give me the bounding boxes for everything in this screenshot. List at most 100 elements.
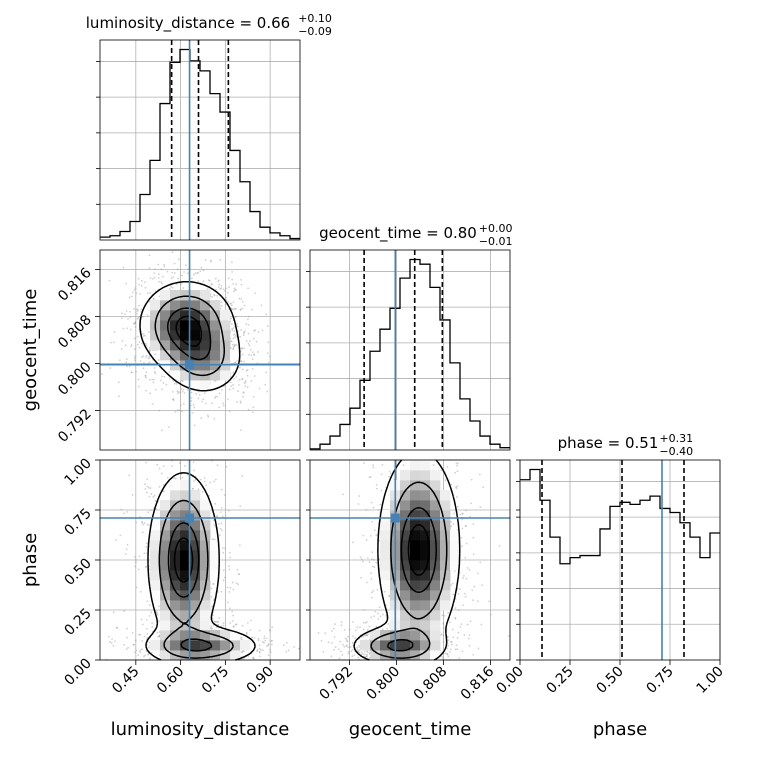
density-cell xyxy=(180,340,191,351)
scatter-point xyxy=(481,584,484,587)
scatter-point xyxy=(359,626,361,629)
scatter-point xyxy=(165,383,168,386)
scatter-point xyxy=(136,308,139,311)
scatter-point xyxy=(146,314,149,316)
scatter-point xyxy=(258,387,261,390)
scatter-point xyxy=(234,623,237,626)
scatter-point xyxy=(365,634,367,636)
scatter-point xyxy=(389,472,392,475)
panel-title-phase: phase = 0.51 +0.31−0.40 xyxy=(558,432,694,458)
scatter-point xyxy=(156,463,159,466)
scatter-point xyxy=(194,478,197,481)
density-cell xyxy=(410,460,421,471)
scatter-point xyxy=(133,337,136,340)
density-cell xyxy=(420,510,431,521)
contour-line xyxy=(167,522,213,652)
density-cell xyxy=(220,330,231,341)
density-cell xyxy=(170,510,181,521)
x-tick-label: 0.816 xyxy=(458,663,498,703)
scatter-point xyxy=(163,265,166,268)
scatter-point xyxy=(339,650,342,653)
density-cell xyxy=(180,330,191,341)
scatter-point xyxy=(455,464,458,467)
scatter-point xyxy=(176,409,179,412)
scatter-point xyxy=(158,467,161,470)
density-cell xyxy=(230,640,241,651)
scatter-point xyxy=(144,334,146,337)
scatter-point xyxy=(169,288,171,290)
x-axis-label-phase: phase xyxy=(593,719,647,740)
scatter-point xyxy=(240,360,243,362)
scatter-point xyxy=(232,383,235,386)
density-cell xyxy=(200,620,211,631)
scatter-point xyxy=(233,377,235,380)
scatter-point xyxy=(449,650,451,653)
scatter-point xyxy=(370,616,373,619)
scatter-point xyxy=(247,332,250,335)
scatter-point xyxy=(238,297,241,300)
density-cell xyxy=(190,600,201,611)
scatter-point xyxy=(347,646,350,649)
scatter-point xyxy=(174,410,177,413)
scatter-point xyxy=(253,375,256,377)
density-cell xyxy=(160,650,171,661)
scatter-point xyxy=(228,591,231,593)
scatter-point xyxy=(441,614,444,617)
scatter-point xyxy=(137,654,140,656)
scatter-point xyxy=(134,321,137,324)
scatter-point xyxy=(148,646,150,649)
density-cell xyxy=(380,570,391,581)
scatter-point xyxy=(179,391,182,394)
density-cell xyxy=(190,330,201,341)
scatter-point xyxy=(108,641,111,643)
scatter-point xyxy=(463,592,466,595)
density-cell xyxy=(140,320,151,331)
scatter-point xyxy=(461,545,463,548)
scatter-point xyxy=(226,398,229,401)
scatter-point xyxy=(465,577,468,580)
scatter-point xyxy=(479,561,482,564)
scatter-point xyxy=(245,340,248,342)
scatter-point xyxy=(378,606,381,609)
scatter-point xyxy=(194,272,197,275)
scatter-point xyxy=(101,373,104,375)
scatter-point xyxy=(379,615,382,618)
scatter-point xyxy=(171,271,174,274)
scatter-point xyxy=(344,637,347,640)
scatter-point xyxy=(371,565,374,568)
scatter-point xyxy=(181,476,184,479)
density-cell xyxy=(400,640,411,651)
scatter-point xyxy=(126,510,129,513)
scatter-point xyxy=(343,629,346,631)
scatter-point xyxy=(227,509,230,512)
scatter-point xyxy=(122,266,125,269)
scatter-point xyxy=(345,638,348,641)
scatter-point xyxy=(446,466,449,468)
scatter-point xyxy=(207,415,210,418)
density-cell xyxy=(150,640,161,651)
density-cell xyxy=(180,610,191,621)
y-tick-label: 0.808 xyxy=(55,312,95,352)
scatter-point xyxy=(212,519,215,521)
scatter-point xyxy=(230,307,233,310)
panel-frame xyxy=(99,39,301,241)
scatter-point xyxy=(397,460,400,463)
scatter-point xyxy=(141,356,143,359)
scatter-point xyxy=(362,628,365,631)
scatter-point xyxy=(218,616,221,619)
density-cell xyxy=(190,650,201,661)
scatter-point xyxy=(212,538,215,541)
scatter-point xyxy=(370,572,372,575)
density-cell xyxy=(380,650,391,661)
panel-2-0 xyxy=(99,459,301,661)
scatter-point xyxy=(243,330,246,333)
scatter-point xyxy=(229,302,232,305)
scatter-point xyxy=(464,595,467,598)
scatter-point xyxy=(147,357,150,360)
scatter-point xyxy=(364,653,366,656)
scatter-point xyxy=(213,293,215,296)
scatter-point xyxy=(333,648,335,651)
scatter-point xyxy=(267,643,270,646)
density-cell xyxy=(160,340,171,351)
scatter-point xyxy=(297,647,300,650)
